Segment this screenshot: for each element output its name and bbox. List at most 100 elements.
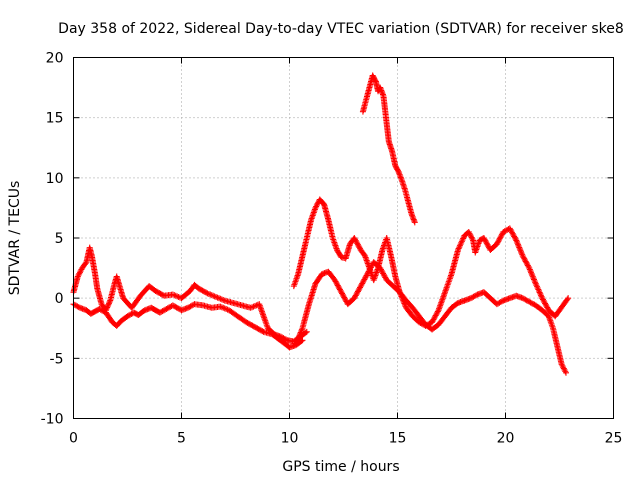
data-marker: [356, 244, 363, 251]
data-marker: [483, 240, 490, 247]
data-marker: [76, 269, 83, 276]
series-3: [290, 196, 572, 329]
x-tick-label: 0: [69, 431, 78, 447]
data-marker: [495, 300, 502, 307]
series-2: [70, 244, 310, 345]
data-marker: [518, 248, 525, 255]
data-marker: [169, 291, 176, 298]
data-marker: [498, 231, 505, 238]
data-marker: [186, 304, 193, 311]
data-marker: [522, 258, 529, 265]
data-marker: [529, 272, 536, 279]
data-marker: [74, 303, 81, 310]
data-marker: [469, 236, 476, 243]
data-marker: [331, 277, 338, 284]
y-tick-label: 10: [46, 171, 64, 187]
data-marker: [213, 293, 220, 300]
data-marker: [102, 307, 109, 314]
data-marker: [506, 225, 513, 232]
data-marker: [361, 276, 368, 283]
data-marker: [97, 306, 104, 313]
data-marker: [526, 266, 533, 273]
data-marker: [124, 313, 131, 320]
y-axis-label: SDTVAR / TECUs: [7, 181, 23, 296]
data-marker: [508, 229, 515, 236]
data-marker: [73, 302, 80, 309]
data-marker: [516, 244, 523, 251]
data-marker: [210, 292, 217, 299]
data-marker: [277, 333, 284, 340]
data-marker: [162, 306, 169, 313]
data-marker: [171, 292, 178, 299]
data-marker: [457, 241, 464, 248]
data-marker: [500, 228, 507, 235]
data-marker: [220, 296, 227, 303]
chart-title: Day 358 of 2022, Sidereal Day-to-day VTE…: [58, 21, 624, 37]
data-marker: [532, 280, 539, 287]
data-marker: [363, 272, 370, 279]
data-marker: [353, 291, 360, 298]
data-marker: [313, 203, 320, 210]
data-marker: [527, 267, 534, 274]
data-marker: [281, 335, 288, 342]
data-marker: [303, 328, 310, 335]
data-marker: [377, 266, 384, 273]
data-marker: [339, 291, 346, 298]
data-marker: [313, 202, 320, 209]
data-marker: [471, 293, 478, 300]
data-marker: [292, 340, 299, 347]
data-marker: [156, 309, 163, 316]
data-marker: [411, 219, 418, 226]
data-marker: [519, 253, 526, 260]
data-marker: [429, 319, 436, 326]
data-marker: [497, 299, 504, 306]
y-tick-label: 5: [55, 231, 64, 247]
y-tick-label: -10: [41, 412, 64, 428]
data-marker: [247, 304, 254, 311]
data-marker: [208, 292, 215, 299]
data-marker: [354, 289, 361, 296]
data-marker: [366, 267, 373, 274]
data-marker: [205, 290, 212, 297]
data-marker: [357, 283, 364, 290]
data-marker: [514, 240, 521, 247]
tick-layer: 0 5 10 15 20 25 -10 -5 0 5 10 15 20: [41, 51, 623, 447]
data-marker: [295, 335, 302, 342]
data-marker: [539, 295, 546, 302]
data-marker: [433, 311, 440, 318]
data-marker: [125, 312, 132, 319]
data-marker: [217, 295, 224, 302]
data-marker: [558, 361, 565, 368]
data-marker: [218, 304, 225, 311]
data-marker: [361, 251, 368, 258]
data-marker: [174, 293, 181, 300]
data-marker: [160, 307, 167, 314]
data-marker: [333, 279, 340, 286]
data-marker: [355, 243, 362, 250]
data-marker: [337, 287, 344, 294]
grid-layer: [73, 57, 614, 419]
data-marker: [76, 270, 83, 277]
data-marker: [467, 233, 474, 240]
data-marker: [75, 304, 82, 311]
data-marker: [493, 301, 500, 308]
data-marker: [515, 243, 522, 250]
data-marker: [496, 237, 503, 244]
data-marker: [215, 295, 222, 302]
data-marker: [158, 308, 165, 315]
data-marker: [459, 236, 466, 243]
data-marker: [512, 236, 519, 243]
data-marker: [431, 313, 438, 320]
data-marker: [518, 250, 525, 257]
data-marker: [494, 239, 501, 246]
data-marker: [352, 292, 359, 299]
data-marker: [541, 299, 548, 306]
data-marker: [456, 244, 463, 251]
data-marker: [519, 295, 526, 302]
data-marker: [339, 290, 346, 297]
plot-frame: [73, 57, 614, 419]
data-marker: [359, 279, 366, 286]
data-marker: [458, 239, 465, 246]
data-marker: [483, 239, 490, 246]
